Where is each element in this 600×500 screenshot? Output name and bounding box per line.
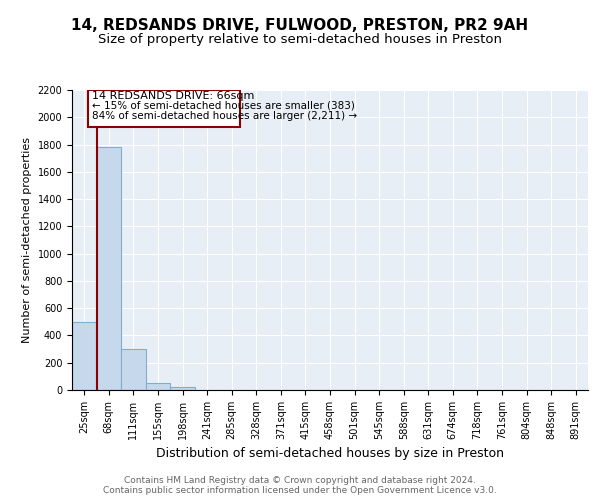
Bar (121, 349, 146, 390)
FancyBboxPatch shape (88, 90, 241, 127)
Text: 84% of semi-detached houses are larger (2,211) →: 84% of semi-detached houses are larger (… (92, 111, 357, 121)
Text: 14 REDSANDS DRIVE: 66sqm: 14 REDSANDS DRIVE: 66sqm (92, 90, 254, 101)
Text: 14, REDSANDS DRIVE, FULWOOD, PRESTON, PR2 9AH: 14, REDSANDS DRIVE, FULWOOD, PRESTON, PR… (71, 18, 529, 32)
Bar (97, 148, 121, 390)
Y-axis label: Number of semi-detached properties: Number of semi-detached properties (22, 137, 32, 343)
Bar (72, 322, 97, 390)
Text: Contains public sector information licensed under the Open Government Licence v3: Contains public sector information licen… (103, 486, 497, 495)
X-axis label: Distribution of semi-detached houses by size in Preston: Distribution of semi-detached houses by … (156, 448, 504, 460)
Text: Size of property relative to semi-detached houses in Preston: Size of property relative to semi-detach… (98, 32, 502, 46)
Bar (170, 388, 195, 390)
Bar (146, 382, 170, 390)
Text: Contains HM Land Registry data © Crown copyright and database right 2024.: Contains HM Land Registry data © Crown c… (124, 476, 476, 485)
Text: ← 15% of semi-detached houses are smaller (383): ← 15% of semi-detached houses are smalle… (92, 101, 355, 111)
